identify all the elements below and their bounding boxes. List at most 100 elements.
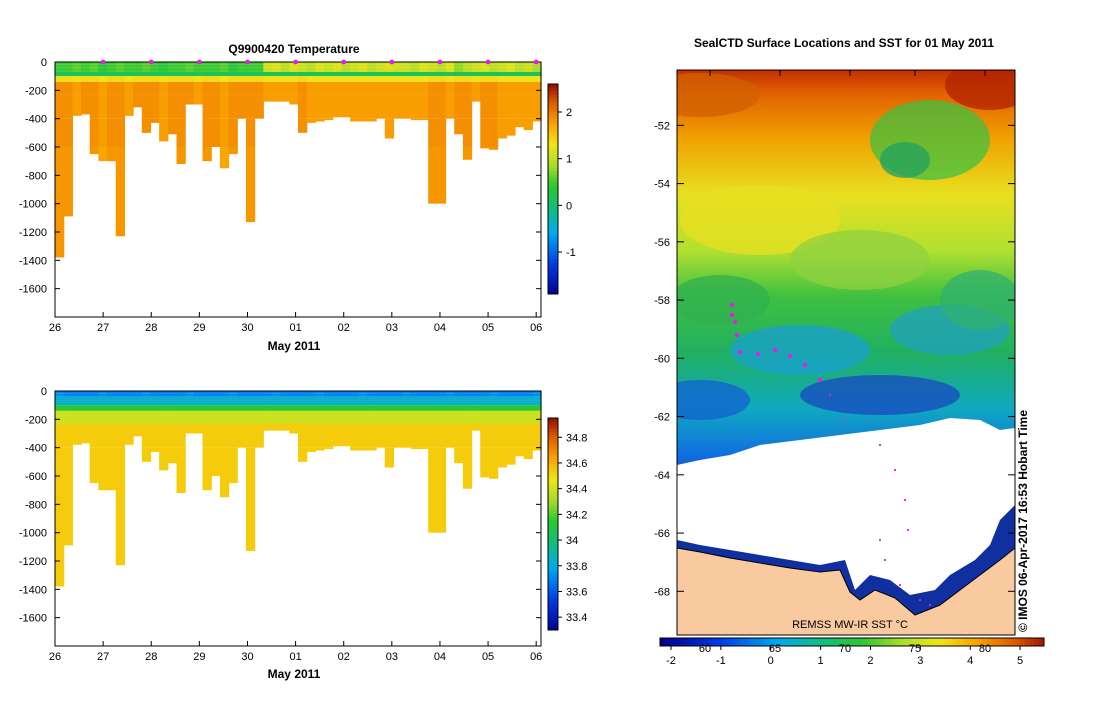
section-cell	[219, 76, 230, 82]
section-cell	[384, 67, 395, 72]
section-cell	[193, 64, 204, 68]
section-cell	[245, 189, 256, 223]
section-cell	[315, 104, 325, 119]
sst-patches	[677, 70, 1015, 420]
section-cell	[211, 416, 221, 424]
section-cell	[419, 71, 429, 77]
section-cell	[367, 81, 377, 88]
section-cell	[350, 396, 360, 401]
section-cell	[280, 64, 290, 68]
section-cell	[402, 76, 412, 82]
profile-marker	[100, 59, 106, 65]
section-cell	[280, 71, 290, 77]
colorbar-swatch	[548, 168, 558, 172]
section-cell	[306, 447, 316, 452]
section-cell	[81, 400, 91, 406]
section-cell	[141, 405, 152, 411]
section-cell	[98, 87, 108, 95]
section-cell	[471, 423, 481, 431]
section-cell	[324, 400, 334, 406]
section-cell	[107, 396, 117, 401]
section-cell	[462, 416, 473, 424]
section-cell	[384, 118, 395, 139]
section-cell	[167, 400, 178, 406]
section-cell	[428, 67, 438, 72]
section-cell	[514, 87, 525, 95]
lat-tick-label: -58	[654, 295, 670, 307]
colorbar-swatch	[548, 435, 558, 440]
section-cell	[193, 71, 204, 77]
sst-colorbar-swatch	[876, 638, 882, 646]
section-cell	[89, 393, 99, 397]
sst-colorbar-swatch	[837, 638, 843, 646]
section-cell	[193, 423, 204, 434]
section-cell	[306, 87, 316, 95]
section-cell	[532, 67, 542, 72]
section-cell	[271, 393, 282, 397]
section-cell	[428, 147, 438, 190]
section-cell	[315, 94, 325, 105]
section-cell	[445, 104, 455, 119]
colorbar-swatch	[548, 161, 558, 165]
colorbar-swatch	[548, 224, 558, 228]
colorbar-tick-label: 1	[566, 154, 572, 166]
colorbar-swatch	[548, 196, 558, 200]
section-cell	[228, 64, 238, 68]
section-cell	[410, 67, 421, 72]
section-cell	[298, 81, 308, 88]
section-cell	[480, 391, 490, 394]
section-cell	[315, 118, 325, 122]
sst-colorbar-swatch	[828, 638, 834, 646]
section-cell	[428, 76, 438, 82]
section-cell	[367, 118, 377, 122]
section-cell	[98, 396, 108, 401]
section-cell	[341, 64, 351, 68]
section-cell	[245, 81, 256, 88]
colorbar-swatch	[548, 290, 558, 295]
section-cell	[289, 71, 299, 77]
section-cell	[167, 81, 178, 88]
section-cell	[280, 391, 290, 394]
section-cell	[376, 104, 386, 119]
sst-colorbar-swatch	[880, 638, 887, 646]
salinity-axes-frame	[54, 390, 542, 647]
section-cell	[63, 400, 73, 406]
section-cell	[107, 81, 117, 88]
section-cell	[115, 189, 126, 232]
sst-colorbar-swatch	[943, 638, 949, 646]
section-cell	[141, 423, 152, 434]
section-cell	[141, 416, 152, 424]
x-tick-label: 30	[241, 651, 253, 663]
section-cell	[81, 405, 91, 411]
section-cell	[211, 433, 221, 448]
section-cell	[324, 396, 334, 401]
section-cell	[211, 396, 221, 401]
profile-markers	[100, 59, 539, 65]
section-cell	[167, 410, 178, 417]
section-cell	[514, 104, 525, 119]
section-cell	[254, 64, 264, 68]
colorbar-swatch	[548, 495, 558, 500]
section-cell	[141, 64, 152, 68]
section-cell	[315, 81, 325, 88]
section-cell	[89, 76, 99, 82]
section-cell	[107, 104, 117, 119]
section-cell	[506, 405, 516, 411]
section-cell	[219, 62, 230, 65]
section-cell	[115, 76, 126, 82]
section-cell	[228, 104, 238, 119]
section-cell	[55, 76, 65, 82]
section-cell	[159, 104, 169, 119]
profile-marker	[389, 59, 395, 65]
section-cell	[98, 400, 108, 406]
colorbar-tick-label: -1	[566, 247, 576, 259]
section-cell	[480, 76, 490, 82]
sst-colorbar-swatch	[957, 638, 963, 646]
colorbar-swatch	[548, 203, 558, 207]
section-cell	[471, 410, 481, 417]
map-title: SealCTD Surface Locations and SST for 01…	[694, 36, 994, 50]
section-cell	[367, 64, 377, 68]
section-cell	[219, 104, 230, 119]
section-cell	[428, 391, 438, 394]
section-cell	[350, 71, 360, 77]
